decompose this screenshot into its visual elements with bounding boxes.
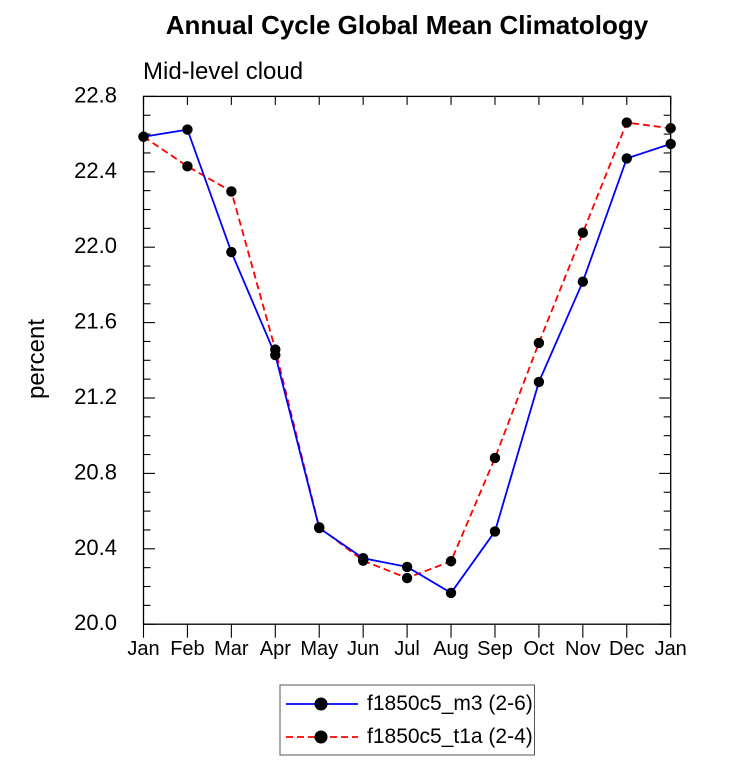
svg-text:Mid-level cloud: Mid-level cloud: [143, 58, 303, 85]
svg-text:20.0: 20.0: [74, 610, 117, 635]
svg-text:May: May: [300, 638, 338, 660]
svg-text:Annual Cycle Global Mean Clima: Annual Cycle Global Mean Climatology: [166, 10, 649, 40]
svg-text:Aug: Aug: [433, 638, 469, 660]
svg-text:20.8: 20.8: [74, 459, 117, 484]
svg-text:Apr: Apr: [260, 638, 291, 660]
svg-text:Oct: Oct: [523, 638, 555, 660]
svg-text:Jan: Jan: [655, 638, 687, 660]
svg-text:percent: percent: [23, 319, 50, 399]
svg-text:Nov: Nov: [565, 638, 601, 660]
svg-text:Jan: Jan: [127, 638, 159, 660]
svg-text:22.8: 22.8: [74, 82, 117, 107]
svg-text:f1850c5_t1a (2-4): f1850c5_t1a (2-4): [367, 725, 533, 748]
svg-text:21.2: 21.2: [74, 384, 117, 409]
svg-text:22.4: 22.4: [74, 158, 117, 183]
svg-text:20.4: 20.4: [74, 535, 117, 560]
svg-text:Sep: Sep: [477, 638, 513, 660]
svg-text:Dec: Dec: [609, 638, 645, 660]
svg-text:Mar: Mar: [214, 638, 249, 660]
svg-text:21.6: 21.6: [74, 309, 117, 334]
svg-text:f1850c5_m3 (2-6): f1850c5_m3 (2-6): [367, 692, 533, 715]
svg-text:Jul: Jul: [394, 638, 420, 660]
svg-text:22.0: 22.0: [74, 233, 117, 258]
svg-text:Feb: Feb: [170, 638, 204, 660]
svg-text:Jun: Jun: [347, 638, 379, 660]
